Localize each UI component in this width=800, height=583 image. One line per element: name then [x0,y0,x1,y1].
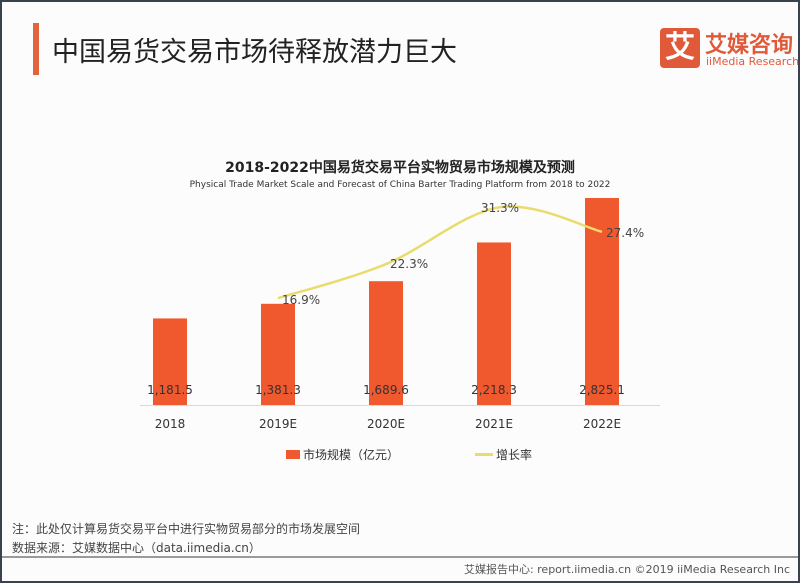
bar-2022E [585,198,619,405]
bar-2018 [153,318,187,405]
bar-2019E [261,303,295,405]
line-label-2021E: 31.3% [481,201,519,215]
chart-note: 注：此处仅计算易货交易平台中进行实物贸易部分的市场发展空间 [12,522,361,536]
legend-item-bar: 市场规模（亿元） [286,446,399,463]
legend-item-line: 增长率 [475,446,532,463]
logo-name-cn: 艾媒咨询 [705,33,794,58]
footer-text: 艾媒报告中心: report.iimedia.cn ©2019 iiMedia … [463,563,790,576]
logo-name-en: iiMedia Research [706,55,800,68]
legend-label-bar: 市场规模（亿元） [303,448,400,462]
legend-swatch-line [475,453,493,456]
logo-icon: 艾 [660,28,700,68]
x-tick-2018: 2018 [155,417,186,431]
bar-2021E [477,242,511,405]
data-source: 数据来源：艾媒数据中心（data.iimedia.cn） [12,541,261,555]
line-label-2020E: 22.3% [390,257,428,271]
footer-divider [2,556,798,558]
x-tick-2020E: 2020E [367,417,405,431]
bar-label-2018: 1,181.5 [147,383,193,397]
bar-2020E [369,281,403,405]
bar-label-2020E: 1,689.6 [363,383,409,397]
line-label-2019E: 16.9% [282,293,320,307]
line-label-2022E: 27.4% [606,226,644,240]
chart-title: 2018-2022中国易货交易平台实物贸易市场规模及预测 [225,160,575,176]
title-accent-bar [33,23,39,75]
legend-label-line: 增长率 [496,448,533,462]
bar-label-2021E: 2,218.3 [471,383,517,397]
growth-rate-line [277,205,603,300]
legend-swatch-bar [286,450,300,459]
page-title: 中国易货交易市场待释放潜力巨大 [52,37,457,68]
bar-label-2019E: 1,381.3 [255,383,301,397]
x-tick-2022E: 2022E [583,417,621,431]
x-tick-2019E: 2019E [259,417,297,431]
x-tick-2021E: 2021E [475,417,513,431]
chart-subtitle: Physical Trade Market Scale and Forecast… [189,180,611,190]
bar-label-2022E: 2,825.1 [579,383,625,397]
